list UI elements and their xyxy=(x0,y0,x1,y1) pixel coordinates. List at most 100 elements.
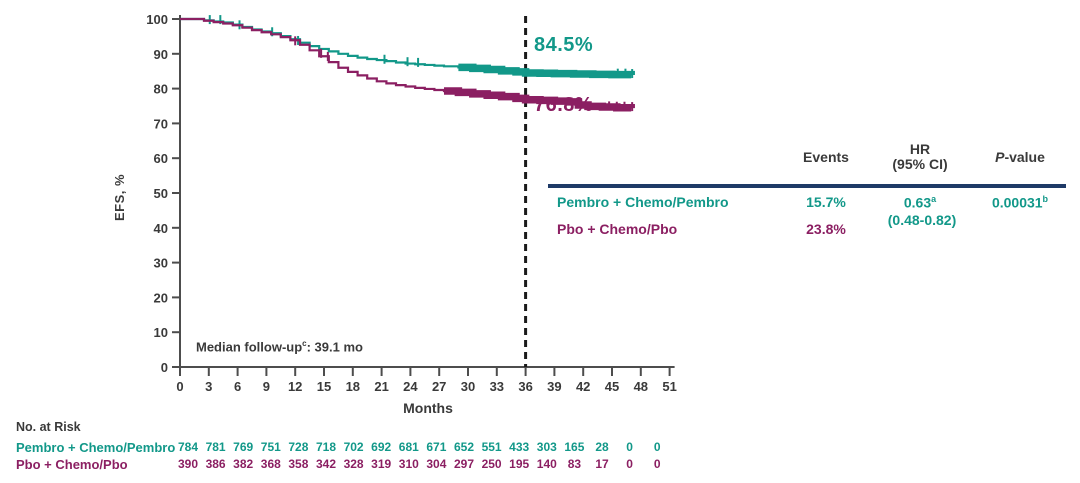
risk-value: 390 xyxy=(178,457,198,471)
risk-value: 718 xyxy=(316,440,336,454)
risk-value: 250 xyxy=(482,457,502,471)
x-tick-label: 51 xyxy=(662,379,676,394)
censor-band-pembro xyxy=(458,63,635,79)
stats-header-hr: HR (95% CI) xyxy=(892,142,947,172)
risk-value: 83 xyxy=(568,457,582,471)
y-tick-label: 90 xyxy=(154,47,168,62)
median-followup-footnote-marker: c xyxy=(302,339,307,348)
x-tick-label: 6 xyxy=(234,379,241,394)
risk-values-row-pbo: 390 386 382 368 358 342 328 319 310 304 297 250 195 1… xyxy=(178,457,661,471)
y-tick-label: 0 xyxy=(161,360,168,375)
x-tick-label: 12 xyxy=(288,379,302,394)
y-tick-label: 60 xyxy=(154,151,168,166)
x-tick-label: 3 xyxy=(205,379,212,394)
y-tick-label: 70 xyxy=(154,116,168,131)
risk-value: 0 xyxy=(654,440,661,454)
risk-value: 303 xyxy=(537,440,557,454)
stats-row-label-pembro: Pembro + Chemo/Pembro xyxy=(557,194,729,210)
risk-value: 671 xyxy=(426,440,446,454)
x-tick-label: 21 xyxy=(374,379,388,394)
x-tick-label: 48 xyxy=(634,379,648,394)
risk-row-label-pembro: Pembro + Chemo/Pembro xyxy=(16,440,176,455)
risk-value: 681 xyxy=(399,440,419,454)
risk-value: 195 xyxy=(509,457,529,471)
stats-hr-value: 0.63a xyxy=(904,194,936,211)
x-tick-label: 30 xyxy=(461,379,475,394)
stats-header-events: Events xyxy=(803,149,849,165)
median-followup-text: Median follow-up xyxy=(196,339,303,355)
risk-value: 342 xyxy=(316,457,336,471)
risk-value: 0 xyxy=(654,457,661,471)
risk-value: 551 xyxy=(482,440,502,454)
stats-events-pembro: 15.7% xyxy=(806,194,846,210)
risk-values-row-pembro: 784 781 769 751 728 718 702 692 681 671 652 551 433 3… xyxy=(178,440,661,454)
x-axis-label: Months xyxy=(403,400,453,416)
pembro-landmark-percentage: 84.5% xyxy=(534,34,594,56)
risk-value: 319 xyxy=(371,457,391,471)
risk-value: 769 xyxy=(233,440,253,454)
risk-value: 0 xyxy=(626,457,633,471)
y-tick-label: 40 xyxy=(154,221,168,236)
stats-table-divider xyxy=(548,184,1066,188)
risk-value: 140 xyxy=(537,457,557,471)
censor-ticks-pbo xyxy=(294,36,634,112)
pbo-landmark-percentage: 76.8% xyxy=(534,94,594,116)
km-curve-pbo xyxy=(180,17,635,112)
y-tick-label: 20 xyxy=(154,290,168,305)
p-footnote-marker: b xyxy=(1042,194,1049,204)
risk-value: 304 xyxy=(426,457,446,471)
risk-value: 784 xyxy=(178,440,198,454)
risk-value: 368 xyxy=(261,457,281,471)
risk-value: 433 xyxy=(509,440,529,454)
x-tick-label: 45 xyxy=(605,379,619,394)
stats-hr-ci: (0.48-0.82) xyxy=(887,212,957,228)
stats-header-hr-line1: HR xyxy=(909,141,931,157)
stats-row-label-pbo: Pbo + Chemo/Pbo xyxy=(557,221,678,237)
y-axis-label: EFS, % xyxy=(112,173,128,222)
risk-value: 382 xyxy=(233,457,253,471)
risk-value: 328 xyxy=(344,457,364,471)
risk-value: 297 xyxy=(454,457,474,471)
x-tick-label: 18 xyxy=(346,379,360,394)
risk-value: 751 xyxy=(261,440,281,454)
x-tick-label: 0 xyxy=(176,379,183,394)
risk-value: 358 xyxy=(288,457,308,471)
x-tick-label: 24 xyxy=(403,379,418,394)
y-axis-ticks: 0 10 20 30 40 50 60 70 80 90 100 xyxy=(146,12,180,375)
median-followup-value: : 39.1 mo xyxy=(306,339,363,355)
censor-band-pbo xyxy=(444,87,635,112)
axes xyxy=(179,15,675,368)
risk-value: 0 xyxy=(626,440,633,454)
stats-header-p-rest: -value xyxy=(1004,149,1045,165)
median-followup-annotation: Median follow-upc: 39.1 mo xyxy=(196,339,363,354)
risk-value: 692 xyxy=(371,440,391,454)
risk-value: 28 xyxy=(595,440,609,454)
risk-value: 386 xyxy=(206,457,226,471)
risk-value: 781 xyxy=(206,440,226,454)
hr-number: 0.63 xyxy=(903,194,932,211)
risk-value: 17 xyxy=(595,457,609,471)
x-axis-ticks: 0 3 6 9 12 15 18 21 24 27 30 33 36 39 42 45 48 51 xyxy=(176,367,677,394)
stats-header-p-italic: P xyxy=(995,149,1005,165)
y-tick-label: 50 xyxy=(154,186,168,201)
y-tick-label: 30 xyxy=(154,256,168,271)
stats-p-value: 0.00031b xyxy=(992,194,1048,211)
p-number: 0.00031 xyxy=(991,194,1043,211)
risk-value: 728 xyxy=(288,440,308,454)
risk-value: 310 xyxy=(399,457,419,471)
y-tick-label: 80 xyxy=(154,82,168,97)
x-tick-label: 15 xyxy=(317,379,331,394)
x-tick-label: 33 xyxy=(490,379,504,394)
risk-value: 652 xyxy=(454,440,474,454)
y-tick-label: 100 xyxy=(146,12,168,27)
risk-value: 702 xyxy=(344,440,364,454)
y-tick-label: 10 xyxy=(154,325,168,340)
risk-row-label-pbo: Pbo + Chemo/Pbo xyxy=(16,457,128,472)
x-tick-label: 42 xyxy=(576,379,590,394)
x-tick-label: 39 xyxy=(547,379,561,394)
x-tick-label: 36 xyxy=(518,379,532,394)
hr-footnote-marker: a xyxy=(931,194,937,204)
stats-header-hr-line2: (95% CI) xyxy=(892,156,948,172)
